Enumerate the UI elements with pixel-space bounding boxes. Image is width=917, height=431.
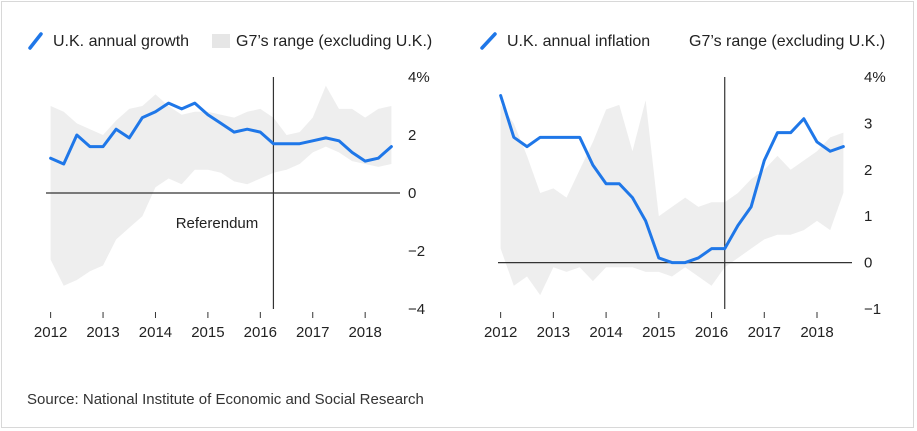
legend-range-label: G7’s range (excluding U.K.) — [689, 33, 885, 50]
y-tick-label: 0 — [408, 185, 416, 202]
x-tick-label: 2017 — [296, 324, 329, 341]
y-tick-label: 3 — [864, 115, 872, 132]
y-tick-label: 2 — [408, 127, 416, 144]
y-tick-label: −2 — [408, 243, 425, 260]
x-tick-label: 2016 — [244, 324, 277, 341]
g7-range-band — [500, 100, 844, 296]
source-note: Source: National Institute of Economic a… — [27, 391, 424, 408]
x-tick-label: 2017 — [748, 324, 781, 341]
y-tick-label: −1 — [864, 301, 881, 318]
x-tick-label: 2018 — [800, 324, 833, 341]
series-line — [49, 101, 393, 166]
y-tick-label: 4% — [408, 69, 430, 86]
x-tick-label: 2014 — [589, 324, 622, 341]
x-tick-label: 2015 — [642, 324, 675, 341]
x-tick-label: 2013 — [86, 324, 119, 341]
x-tick-label: 2012 — [484, 324, 517, 341]
legend-line-swatch — [480, 32, 497, 50]
y-tick-label: 1 — [864, 208, 872, 225]
series-line — [499, 94, 845, 265]
x-tick-label: 2014 — [139, 324, 172, 341]
x-tick-label: 2016 — [695, 324, 728, 341]
y-tick-label: 2 — [864, 162, 872, 179]
chart-2: −1 0 1 2 3 4% 2012 2013 2014 2015 2016 2017 2018 U.K.… — [480, 32, 886, 341]
legend-range-swatch — [212, 34, 230, 48]
legend-line-label: U.K. annual growth — [53, 33, 189, 50]
chart-1: Referendum −4 −2 0 2 4% 2012 2013 2014 2015 2016 20… — [28, 32, 432, 341]
y-tick-label: 4% — [864, 69, 886, 86]
g7-range-band — [50, 85, 392, 286]
legend-range-label: G7’s range (excluding U.K.) — [236, 33, 432, 50]
y-tick-label: 0 — [864, 255, 872, 272]
x-tick-label: 2012 — [34, 324, 67, 341]
referendum-label: Referendum — [176, 215, 259, 232]
legend-line-label: U.K. annual inflation — [507, 33, 650, 50]
x-tick-label: 2015 — [191, 324, 224, 341]
legend-line-swatch — [28, 32, 43, 50]
x-tick-label: 2013 — [537, 324, 570, 341]
x-tick-label: 2018 — [348, 324, 381, 341]
y-tick-label: −4 — [408, 301, 425, 318]
